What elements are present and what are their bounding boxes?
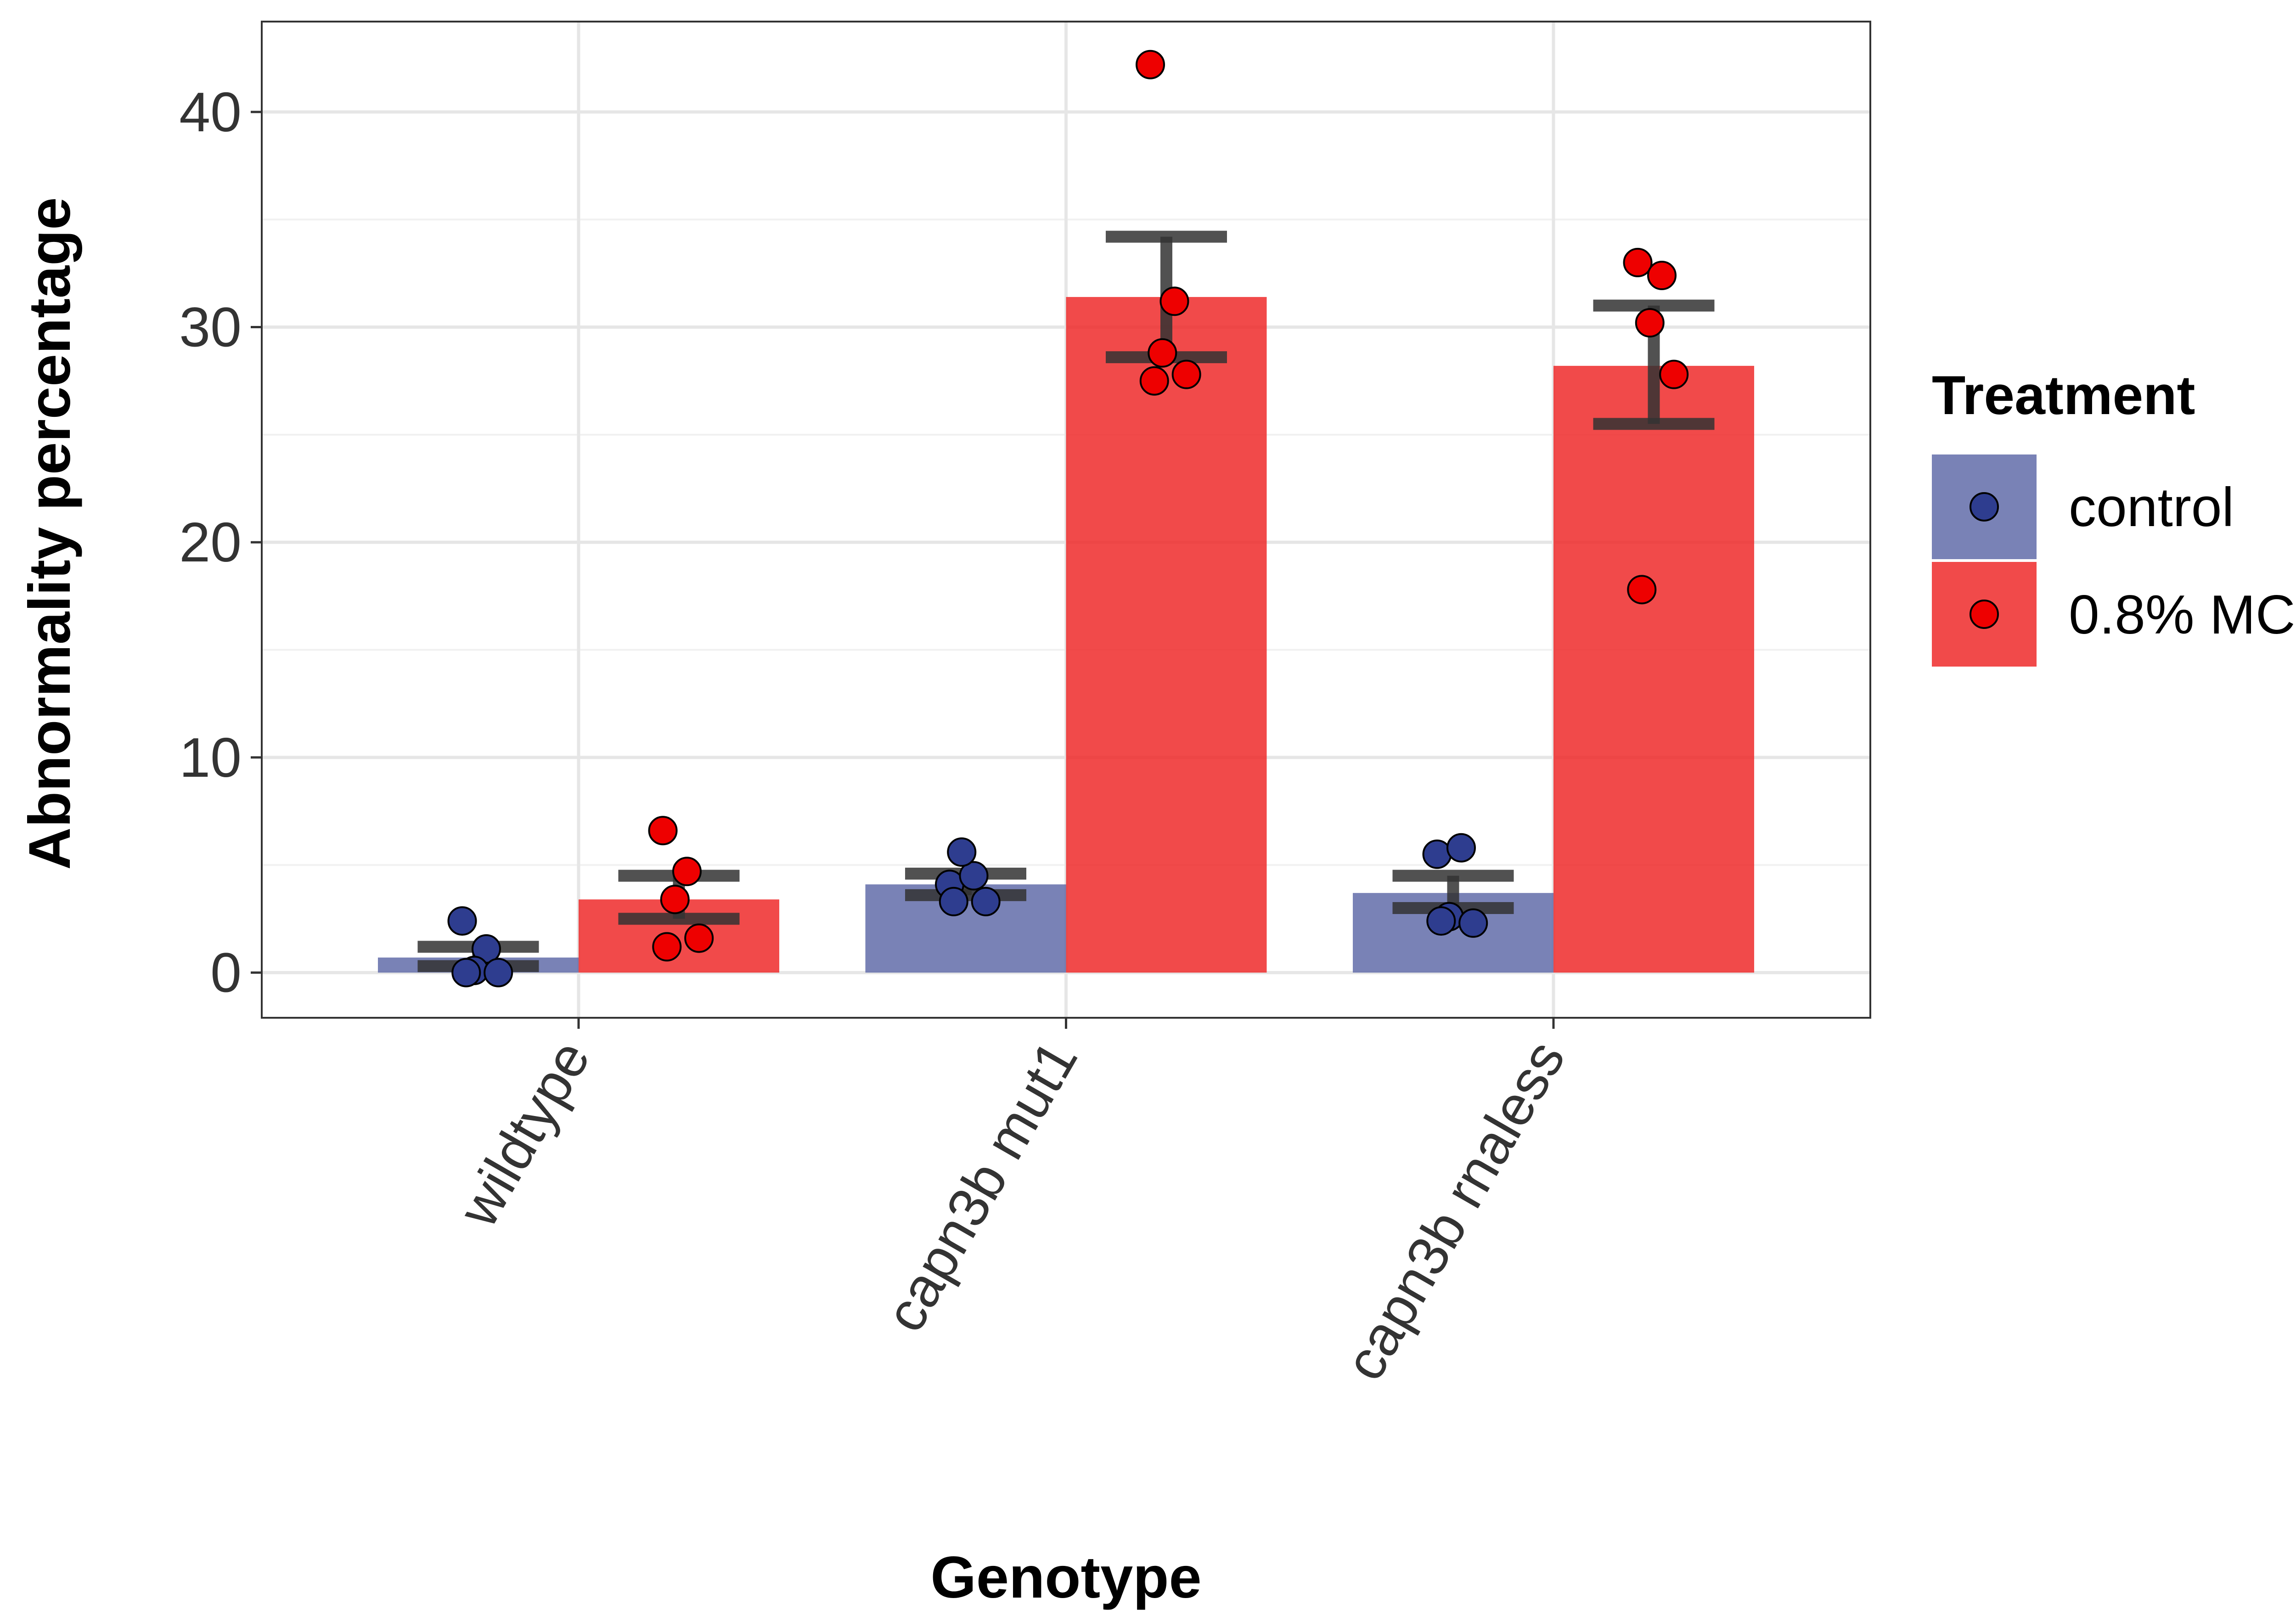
bar-0-8-mc-capn3b-mut1 xyxy=(1066,297,1267,973)
point-0-8-mc-capn3b-mut1 xyxy=(1139,366,1169,396)
point-control-capn3b-mut1 xyxy=(971,886,1001,916)
point-0-8-mc-capn3b-mut1 xyxy=(1171,359,1201,389)
point-0-8-mc-capn3b-mut1 xyxy=(1148,338,1177,368)
y-tick-label: 30 xyxy=(179,296,242,359)
point-control-capn3b-mut1 xyxy=(947,837,977,867)
legend-label-mc: 0.8% MC xyxy=(2069,584,2295,645)
y-tick-label: 20 xyxy=(179,511,242,573)
point-0-8-mc-wildtype xyxy=(652,932,682,962)
point-0-8-mc-capn3b-rnaless xyxy=(1647,261,1677,291)
legend-marker-control xyxy=(1970,492,1999,522)
point-0-8-mc-wildtype xyxy=(648,816,678,846)
error-bars xyxy=(417,230,1715,972)
bar-0-8-mc-capn3b-rnaless xyxy=(1553,365,1755,973)
point-control-wildtype xyxy=(484,958,513,987)
point-0-8-mc-capn3b-mut1 xyxy=(1159,286,1189,316)
legend-title: Treatment xyxy=(1932,365,2195,426)
legend: Treatment control 0.8% MC xyxy=(1932,365,2295,667)
y-tick-label: 40 xyxy=(179,81,242,143)
point-0-8-mc-wildtype xyxy=(684,923,714,953)
point-control-wildtype xyxy=(447,906,477,936)
point-0-8-mc-wildtype xyxy=(660,885,690,914)
point-control-capn3b-rnaless xyxy=(1446,833,1476,863)
point-control-capn3b-rnaless xyxy=(1426,906,1456,936)
legend-label-control: control xyxy=(2069,477,2234,538)
y-tick-label: 10 xyxy=(179,726,242,789)
point-0-8-mc-capn3b-rnaless xyxy=(1623,247,1653,277)
point-control-capn3b-rnaless xyxy=(1458,908,1488,938)
point-0-8-mc-wildtype xyxy=(672,857,702,886)
point-control-capn3b-mut1 xyxy=(939,886,968,916)
point-0-8-mc-capn3b-mut1 xyxy=(1136,50,1165,79)
point-0-8-mc-capn3b-rnaless xyxy=(1635,308,1665,338)
data-points xyxy=(447,50,1689,987)
point-control-capn3b-mut1 xyxy=(959,861,989,891)
point-0-8-mc-capn3b-rnaless xyxy=(1659,359,1689,389)
point-control-wildtype xyxy=(451,958,481,987)
y-tick-label: 0 xyxy=(210,942,242,1004)
legend-marker-mc xyxy=(1970,600,1999,629)
y-axis-title: Abnormality percentage xyxy=(17,197,83,869)
x-axis-title: Genotype xyxy=(930,1545,1201,1610)
point-0-8-mc-capn3b-rnaless xyxy=(1627,575,1657,605)
bars xyxy=(377,297,1755,973)
point-control-capn3b-rnaless xyxy=(1422,839,1452,869)
